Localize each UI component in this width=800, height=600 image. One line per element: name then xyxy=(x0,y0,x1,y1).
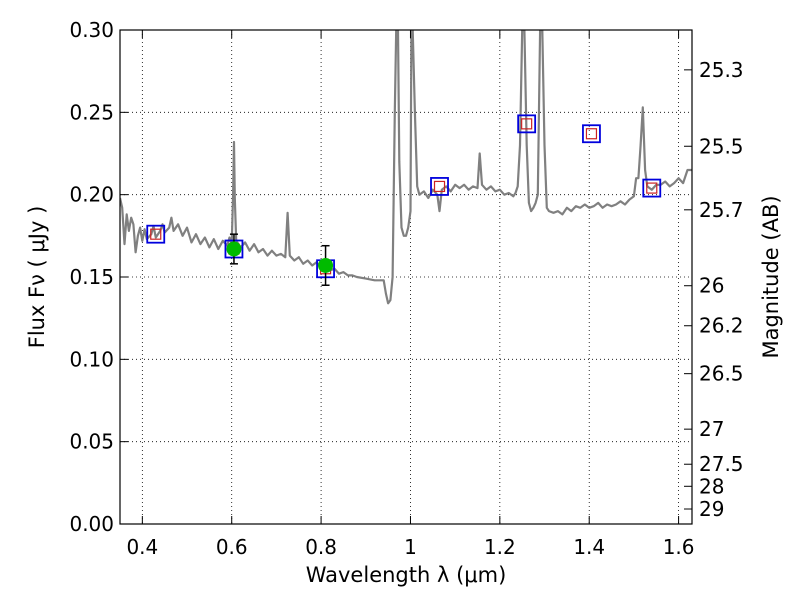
x-axis: 0.4 0.6 0.8 1 1.2 1.4 1.6 xyxy=(126,30,695,559)
y-tick-label: 0.00 xyxy=(69,512,114,536)
right-tick-label: 26.5 xyxy=(699,362,744,386)
band-markers xyxy=(146,114,662,286)
right-tick-label: 28 xyxy=(699,474,724,498)
x-tick-label: 0.4 xyxy=(126,535,158,559)
right-tick-label: 27.5 xyxy=(699,452,744,476)
y-tick-label: 0.30 xyxy=(69,18,114,42)
model-band-square xyxy=(646,182,658,194)
model-band-box xyxy=(430,177,449,196)
y-axis-left: 0.00 0.05 0.10 0.15 0.20 0.25 0.30 xyxy=(69,18,128,536)
right-tick-label: 25.7 xyxy=(699,198,744,222)
spectrum-series xyxy=(120,30,692,305)
model-band-square xyxy=(585,128,598,140)
model-band-square xyxy=(521,118,533,130)
model-band-box xyxy=(517,114,537,134)
right-tick-label: 26.2 xyxy=(699,314,744,338)
y-axis-label: Flux Fν ( μJy ) xyxy=(25,206,49,349)
right-tick-label: 25.3 xyxy=(699,58,744,82)
observed-point xyxy=(226,241,242,257)
right-tick-label: 27 xyxy=(699,417,724,441)
y-tick-label: 0.05 xyxy=(69,430,114,454)
x-tick-label: 0.6 xyxy=(216,535,248,559)
x-tick-label: 0.8 xyxy=(305,535,337,559)
right-axis-label: Magnitude (AB) xyxy=(759,195,783,358)
x-tick-label: 1.2 xyxy=(484,535,516,559)
x-tick-label: 1.6 xyxy=(663,535,695,559)
model-band-box xyxy=(582,124,601,144)
x-axis-label: Wavelength λ (μm) xyxy=(306,563,507,587)
spectrum-line xyxy=(120,30,692,305)
model-band-box xyxy=(146,224,166,244)
y-tick-label: 0.15 xyxy=(69,265,114,289)
y-tick-label: 0.20 xyxy=(69,183,114,207)
x-tick-label: 1 xyxy=(404,535,417,559)
right-tick-label: 29 xyxy=(699,497,724,521)
model-band-square xyxy=(433,180,446,193)
right-tick-label: 26 xyxy=(699,274,724,298)
y-tick-label: 0.10 xyxy=(69,347,114,371)
observed-point xyxy=(318,257,334,273)
model-band-square xyxy=(150,228,162,240)
y-tick-label: 0.25 xyxy=(69,100,114,124)
right-tick-label: 25.5 xyxy=(699,134,744,158)
x-tick-label: 1.4 xyxy=(573,535,605,559)
model-band-box xyxy=(642,178,662,198)
